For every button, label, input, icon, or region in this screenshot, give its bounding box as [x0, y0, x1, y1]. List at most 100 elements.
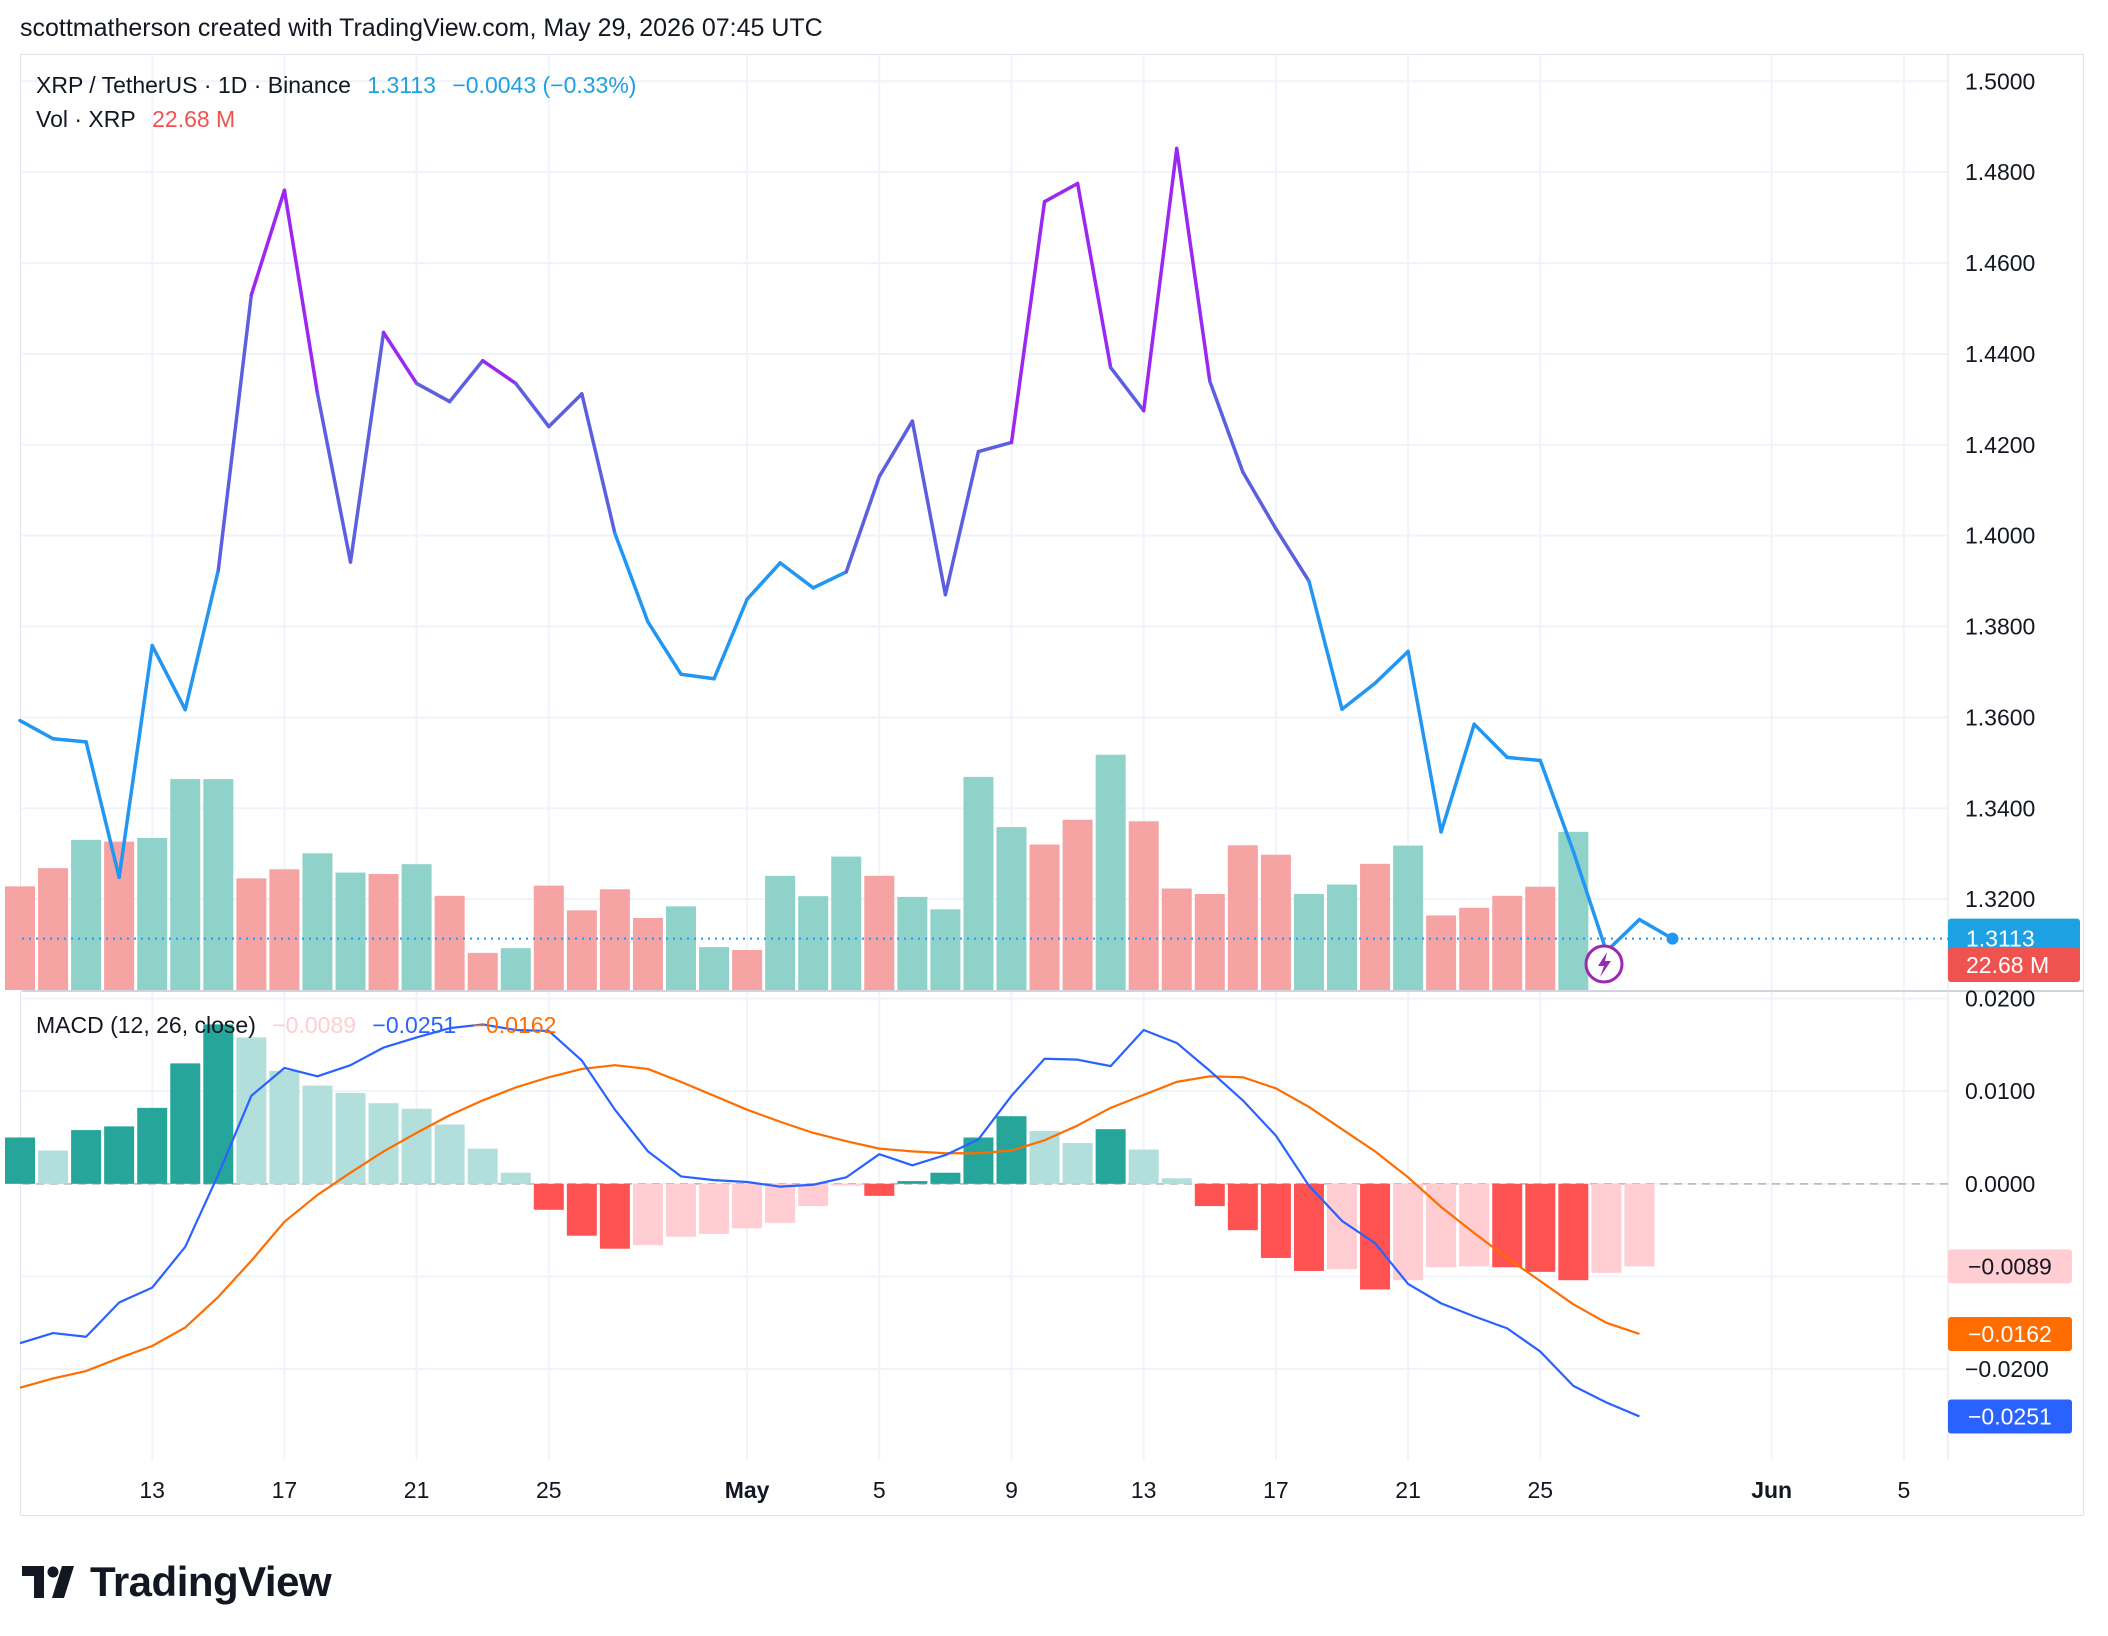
macd-histogram-bar [5, 1137, 35, 1184]
volume-label[interactable]: Vol · XRP [36, 106, 136, 132]
macd-signal-tag [1948, 1316, 2072, 1351]
x-tick-label: 25 [536, 1477, 562, 1503]
x-tick-label: 9 [1005, 1477, 1018, 1503]
macd-hist-value: −0.0089 [272, 1012, 357, 1038]
chart-frame [20, 54, 2084, 1516]
price-line-segment [745, 561, 782, 601]
volume-bar [1459, 907, 1490, 990]
price-line-segment [514, 381, 551, 429]
volume-bar [401, 864, 432, 990]
macd-histogram-bar [765, 1183, 796, 1223]
volume-bar [1426, 915, 1457, 990]
macd-tick-label: 0.0100 [1965, 1078, 2035, 1104]
volume-bar [71, 839, 102, 990]
price-line-segment [381, 330, 419, 386]
price-tick-label: 1.3600 [1965, 704, 2035, 730]
price-tick-label: 1.4600 [1965, 250, 2035, 276]
macd-histogram-bar [831, 1183, 862, 1186]
macd-signal-tag-label: −0.0162 [1968, 1321, 2052, 1347]
macd-histogram-bar [368, 1103, 399, 1184]
price-legend: XRP / TetherUS · 1D · Binance 1.3113 −0.… [36, 72, 646, 99]
x-tick-label: 21 [404, 1477, 430, 1503]
volume-bar [236, 878, 267, 990]
x-tick-label: 25 [1528, 1477, 1554, 1503]
price-line-segment [18, 718, 55, 741]
macd-histogram-bar [533, 1183, 564, 1210]
volume-bar [699, 947, 730, 990]
macd-histogram-bar [1128, 1149, 1159, 1184]
price-line-segment [1274, 527, 1311, 583]
price-line-segment [1373, 649, 1410, 686]
volume-bar [170, 779, 201, 990]
price-value: 1.3113 [367, 72, 436, 98]
macd-hist-tag-label: −0.0089 [1968, 1253, 2052, 1279]
volume-bar [632, 918, 663, 990]
volume-value-tag [1948, 948, 2080, 982]
macd-tick-label: −0.0200 [1965, 1356, 2049, 1382]
price-line-segment [1075, 181, 1113, 370]
macd-histogram-bar [732, 1183, 763, 1229]
price-line-segment [249, 188, 287, 297]
volume-bar [1393, 845, 1424, 990]
price-tick-label: 1.4400 [1965, 341, 2035, 367]
volume-legend: Vol · XRP 22.68 M [36, 106, 245, 133]
symbol-label[interactable]: XRP / TetherUS · 1D · Binance [36, 72, 351, 98]
current-price-label: 1.3113 [1966, 926, 2035, 952]
x-tick-label: 17 [1263, 1477, 1289, 1503]
volume-bar [864, 875, 895, 990]
price-line-segment [1241, 470, 1278, 531]
volume-bar [1327, 884, 1357, 990]
price-line-segment [844, 474, 882, 574]
price-line-segment [778, 561, 815, 590]
macd-histogram-bar [302, 1085, 333, 1184]
volume-bar [930, 909, 961, 990]
price-line-segment [1439, 722, 1476, 834]
macd-histogram-bar [1194, 1183, 1225, 1207]
macd-tick-label: 0.0200 [1965, 985, 2035, 1011]
macd-histogram-bar [434, 1124, 465, 1184]
macd-histogram-bar [566, 1183, 597, 1236]
volume-bar [302, 853, 333, 990]
volume-bar [1161, 888, 1192, 990]
volume-bar [1095, 754, 1126, 990]
price-line-segment [712, 597, 749, 681]
volume-bar [269, 869, 300, 990]
chart-canvas[interactable]: 1.5000 1.4800 1.4600 1.4400 1.4200 1.4000 1.38… [0, 0, 2108, 1520]
volume-bar [38, 868, 69, 990]
price-line-segment [613, 531, 650, 624]
x-tick-label: 13 [1131, 1477, 1157, 1503]
macd-histogram-bar [1029, 1131, 1060, 1184]
price-line-segment [976, 440, 1014, 454]
macd-line [19, 1023, 1640, 1418]
price-line-segment [943, 449, 981, 597]
tradingview-logo[interactable]: TradingView [22, 1558, 332, 1606]
macd-histogram-bar [1260, 1183, 1291, 1258]
volume-bar [137, 838, 168, 990]
macd-histogram-bar [699, 1183, 730, 1234]
price-line-segment [1637, 917, 1675, 941]
attribution-text: scottmatherson created with TradingView.… [20, 14, 823, 42]
macd-histogram-bar [666, 1183, 696, 1237]
volume-bar [732, 950, 763, 990]
volume-bar [368, 874, 399, 990]
price-tick-label: 1.5000 [1965, 68, 2035, 94]
x-tick-label: Jun [1751, 1477, 1792, 1503]
macd-histogram-bar [930, 1172, 961, 1184]
price-line-segment [216, 293, 254, 572]
price-line-segment [84, 740, 121, 880]
price-tick-label: 1.4200 [1965, 432, 2035, 458]
macd-histogram-bar [1095, 1129, 1126, 1184]
price-line-segment [1406, 649, 1443, 834]
macd-label[interactable]: MACD (12, 26, close) [36, 1012, 256, 1038]
price-tick-label: 1.3200 [1965, 886, 2035, 912]
lightning-icon [1598, 952, 1611, 977]
volume-value: 22.68 M [152, 106, 236, 132]
volume-bar [203, 779, 234, 990]
macd-histogram-bar [864, 1183, 895, 1196]
price-line-segment [1505, 755, 1543, 763]
x-tick-label: 17 [272, 1477, 298, 1503]
macd-histogram-bar [236, 1037, 267, 1184]
volume-bar [1128, 821, 1159, 990]
macd-histogram-bar [599, 1183, 630, 1249]
macd-histogram-bar [1624, 1183, 1655, 1267]
